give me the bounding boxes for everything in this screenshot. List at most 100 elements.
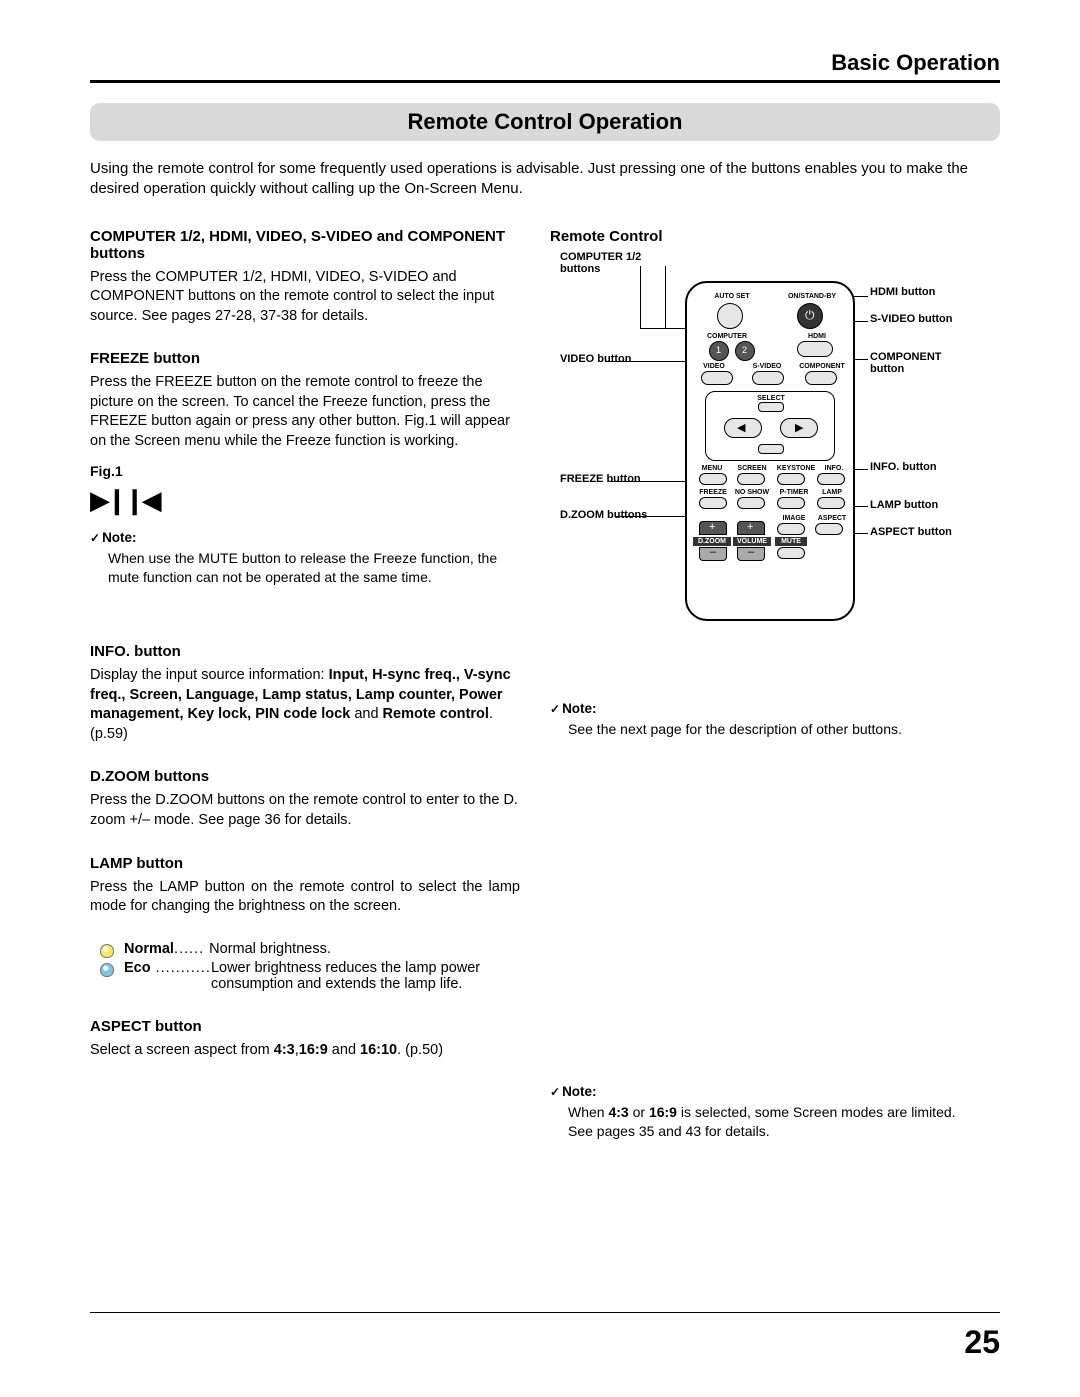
btn-hdmi [797, 341, 833, 357]
txt-n1: 1 [716, 345, 721, 355]
s5-head: LAMP button [90, 855, 520, 872]
note2-head: Note: [550, 701, 980, 716]
s2-body: Press the FREEZE button on the remote co… [90, 373, 520, 451]
note1-body: When use the MUTE button to release the … [108, 549, 520, 587]
right-column: Remote Control COMPUTER 1/2 buttons VIDE… [550, 228, 980, 1168]
s3-and: and [350, 706, 382, 722]
n3-pre: When [568, 1104, 608, 1120]
btn-aspect [815, 523, 843, 535]
txt-freeze: FREEZE [697, 489, 729, 496]
n3-b2: 16:9 [649, 1104, 677, 1120]
btn-dzoom-plus: + [699, 521, 727, 535]
n3-or: or [629, 1104, 649, 1120]
btn-image [777, 523, 805, 535]
s6-b3: 16:10 [360, 1042, 397, 1058]
txt-aspect: ASPECT [815, 515, 849, 522]
label-aspect: ASPECT button [870, 526, 952, 538]
txt-lamp: LAMP [819, 489, 845, 496]
s3-pre: Display the input source information: [90, 667, 329, 683]
btn-component [805, 371, 837, 385]
btn-down [758, 444, 784, 454]
btn-dzoom-minus: – [699, 547, 727, 561]
btn-right: ▶ [780, 418, 818, 438]
txt-computer: COMPUTER [702, 333, 752, 340]
s6-b2: 16:9 [299, 1042, 328, 1058]
s2-head: FREEZE button [90, 350, 520, 367]
s6-pre: Select a screen aspect from [90, 1042, 274, 1058]
remote-body: AUTO SET ON/STAND-BY ⏻ COMPUTER HDMI 1 2… [685, 281, 855, 621]
btn-up [758, 402, 784, 412]
txt-hdmi: HDMI [802, 333, 832, 340]
txt-info: INFO. [821, 465, 847, 472]
lamp-eco-label: Eco [124, 960, 151, 976]
s3-body: Display the input source information: In… [90, 666, 520, 744]
btn-comp1: 1 [709, 341, 729, 361]
note2-body: See the next page for the description of… [568, 720, 980, 739]
txt-menu: MENU [699, 465, 725, 472]
txt-onstandby: ON/STAND-BY [782, 293, 842, 300]
label-freeze: FREEZE button [560, 473, 641, 485]
txt-keystone: KEYSTONE [775, 465, 817, 472]
left-column: COMPUTER 1/2, HDMI, VIDEO, S-VIDEO and C… [90, 228, 520, 1168]
btn-left: ◀ [724, 418, 762, 438]
btn-keystone [777, 473, 805, 485]
bulb-yellow-icon [100, 944, 114, 958]
label-svideo: S-VIDEO button [870, 313, 953, 325]
lamp-normal-label: Normal [124, 941, 174, 957]
label-lamp: LAMP button [870, 499, 938, 511]
txt-video: VIDEO [699, 363, 729, 370]
s4-head: D.ZOOM buttons [90, 768, 520, 785]
btn-vol-up: + [737, 521, 765, 535]
label-info: INFO. button [870, 461, 937, 473]
txt-svideo: S-VIDEO [747, 363, 787, 370]
s5-body: Press the LAMP button on the remote cont… [90, 878, 520, 917]
label-component: COMPONENT button [870, 351, 970, 375]
txt-select: SELECT [754, 395, 788, 402]
intro-text: Using the remote control for some freque… [90, 159, 1000, 200]
fig1-label: Fig.1 [90, 463, 520, 479]
btn-vol-dn: – [737, 547, 765, 561]
dots-2: ........... [151, 960, 211, 976]
s6-tail: . (p.50) [397, 1042, 443, 1058]
s6-body: Select a screen aspect from 4:3,16:9 and… [90, 1041, 520, 1061]
lamp-normal-desc: Normal brightness. [209, 941, 331, 957]
lamp-eco-desc: Lower brightness reduces the lamp power … [211, 960, 520, 992]
txt-component: COMPONENT [797, 363, 847, 370]
lamp-eco-row: Eco ........... Lower brightness reduces… [100, 960, 520, 992]
btn-menu [699, 473, 727, 485]
remote-diagram: COMPUTER 1/2 buttons VIDEO button FREEZE… [550, 251, 970, 651]
s3-head: INFO. button [90, 643, 520, 660]
btn-svideo [752, 371, 784, 385]
btn-mute [777, 547, 805, 559]
s6-head: ASPECT button [90, 1018, 520, 1035]
s6-and: and [328, 1042, 360, 1058]
s6-b1: 4:3 [274, 1042, 295, 1058]
s4-body: Press the D.ZOOM buttons on the remote c… [90, 791, 520, 830]
btn-screen [737, 473, 765, 485]
lamp-modes: Normal...... Normal brightness. Eco ....… [100, 941, 520, 992]
txt-ptimer: P-TIMER [775, 489, 813, 496]
n3-b1: 4:3 [608, 1104, 628, 1120]
txt-screen: SCREEN [735, 465, 769, 472]
section-banner: Remote Control Operation [90, 103, 1000, 141]
s3-bold-tail: Remote control [383, 706, 489, 722]
btn-ptimer [777, 497, 805, 509]
txt-volume: VOLUME [733, 537, 771, 546]
btn-noshow [737, 497, 765, 509]
txt-mute: MUTE [775, 537, 807, 546]
txt-autoset: AUTO SET [707, 293, 757, 300]
btn-autoset [717, 303, 743, 329]
s1-body: Press the COMPUTER 1/2, HDMI, VIDEO, S-V… [90, 268, 520, 327]
chapter-title: Basic Operation [90, 50, 1000, 83]
txt-image: IMAGE [779, 515, 809, 522]
btn-lamp [817, 497, 845, 509]
label-hdmi: HDMI button [870, 286, 935, 298]
txt-dzoom: D.ZOOM [693, 537, 731, 546]
btn-freeze [699, 497, 727, 509]
label-video: VIDEO button [560, 353, 632, 365]
s1-head: COMPUTER 1/2, HDMI, VIDEO, S-VIDEO and C… [90, 228, 520, 262]
remote-head: Remote Control [550, 228, 980, 245]
label-computer12: COMPUTER 1/2 buttons [560, 251, 660, 275]
dots-1: ...... [174, 941, 209, 957]
bulb-blue-icon [100, 963, 114, 977]
